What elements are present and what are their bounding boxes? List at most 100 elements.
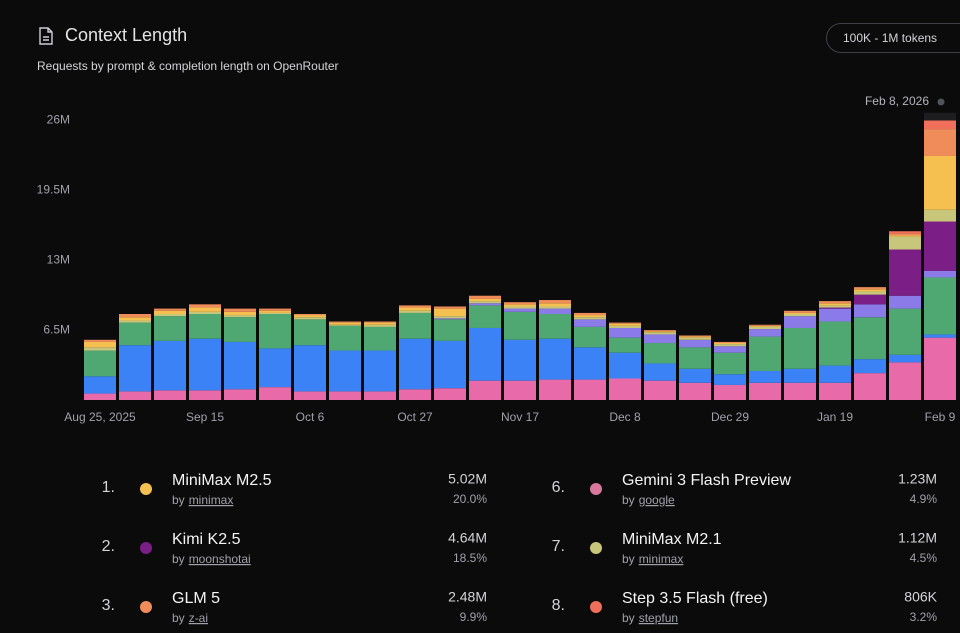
bar-segment [539,379,571,400]
provider-link[interactable]: minimax [639,552,684,566]
bar-segment [609,323,641,326]
bar-segment [889,235,921,237]
bar-segment [154,340,186,391]
bar-segment [539,314,571,339]
provider-link[interactable]: z-ai [189,611,208,625]
bar-segment [329,391,361,400]
bar-segment [469,380,501,400]
bar-segment [434,319,466,341]
bar-segment [294,391,326,400]
bar-segment [924,155,956,210]
bar-segment [504,306,536,309]
x-tick-label: Aug 25, 2025 [64,410,136,424]
bar-segment [539,300,571,304]
provider-link[interactable]: minimax [189,493,234,507]
bar-segment [679,368,711,383]
bar-segment [714,352,746,375]
bar-segment [854,304,886,318]
token-value: 5.02M [448,471,487,487]
rank: 1. [102,479,115,496]
bar-segment [574,347,606,380]
bar-segment [574,319,606,327]
bar-segment [84,339,116,342]
bar-segment [854,294,886,305]
bar-segment [749,325,781,327]
bar-segment [784,368,816,383]
bar-segment [504,311,536,340]
bar-segment [119,391,151,400]
provider-link[interactable]: moonshotai [189,552,251,566]
bar-segment [644,380,676,400]
bar-segment [854,359,886,374]
provider-link[interactable]: stepfun [639,611,678,625]
bar-segment [539,338,571,380]
bar-segment [119,317,151,321]
bar-segment [154,314,186,317]
bar-segment [574,312,606,316]
bar-segment [924,209,956,222]
share: 3.2% [910,610,938,624]
bar-segment [434,316,466,319]
bar-segment [294,317,326,320]
bar-segment [329,321,361,323]
bar-segment [434,308,466,317]
x-tick-label: Oct 6 [296,410,325,424]
x-tick-label: Oct 27 [397,410,433,424]
bar-segment [224,389,256,400]
bar-segment [609,337,641,353]
bar-segment [924,221,956,271]
model-name: GLM 5 [172,590,220,607]
bar-segment [609,352,641,379]
bar-segment [679,337,711,340]
bar-segment [364,326,396,351]
bar-segment [259,314,291,349]
bar-segment [924,120,956,130]
bar-segment [294,319,326,346]
model-name: MiniMax M2.1 [622,531,722,548]
bar-segment [469,301,501,304]
bar-segment [924,271,956,278]
provider-link[interactable]: google [639,493,675,507]
bar-segment [679,339,711,348]
bar-segment [154,310,186,314]
bar-segment [784,312,816,314]
bar-segment [84,347,116,351]
bar-segment [154,308,186,311]
token-value: 1.23M [898,471,937,487]
by-label: by [622,611,635,625]
highlight-label: Feb 8, 2026 [865,94,929,108]
share: 20.0% [453,492,487,506]
bar-segment [924,334,956,338]
filter-button[interactable]: 100K - 1M tokens [826,23,960,53]
bar-segment [434,388,466,400]
bar-segment [84,350,116,377]
bar-segment [294,315,326,318]
bar-segment [189,307,221,312]
provider-line: by minimax [172,493,233,507]
bar-segment [679,382,711,400]
bar-segment [84,376,116,394]
x-tick-label: Dec 29 [711,410,749,424]
by-label: by [622,552,635,566]
y-tick-label: 13M [47,252,70,266]
bar-segment [644,330,676,332]
bar-segment [224,315,256,318]
bar-segment [854,373,886,400]
share: 9.9% [460,610,488,624]
token-value: 1.12M [898,530,937,546]
subtitle: Requests by prompt & completion length o… [37,59,339,73]
x-tick-label: Dec 8 [609,410,641,424]
bar-segment [434,318,466,320]
by-label: by [172,611,185,625]
provider-line: by z-ai [172,611,208,625]
bar-segment [294,314,326,316]
provider-line: by minimax [622,552,683,566]
bar-segment [224,311,256,316]
bar-segment [399,389,431,400]
bar-segment [784,316,816,328]
bar-segment [749,329,781,337]
bar-segment [784,327,816,369]
bar-segment [469,303,501,306]
bar-segment [819,307,851,309]
bar-segment [679,347,711,369]
